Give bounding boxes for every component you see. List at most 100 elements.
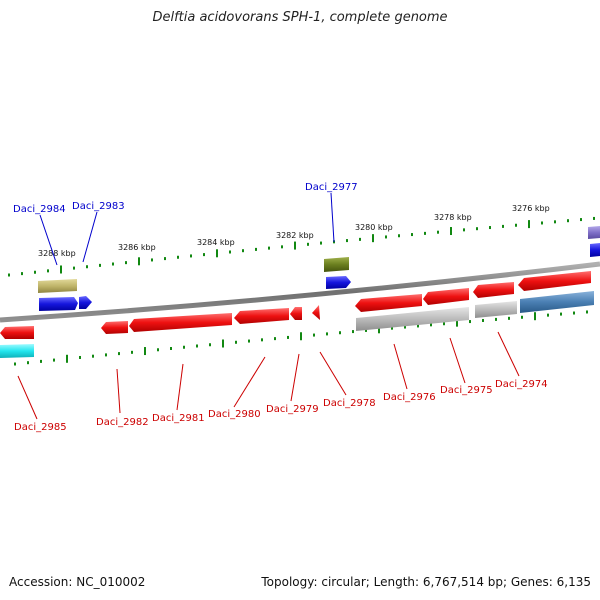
gene-daci-2982[interactable]: [101, 321, 128, 334]
gene-daci-2978[interactable]: [312, 305, 320, 320]
callout-daci-2980: [233, 356, 266, 408]
tick-top-10: [138, 257, 140, 266]
tick-top-24: [320, 241, 322, 245]
callout-daci-2981: [176, 363, 184, 411]
gene-daci-2974-b[interactable]: [518, 271, 591, 291]
callout-daci-2982: [116, 368, 121, 414]
tick-top-4: [60, 265, 62, 274]
label-daci-2978[interactable]: Daci_2978: [323, 398, 376, 409]
label-daci-2982[interactable]: Daci_2982: [96, 417, 149, 428]
tick-label-3282: 3282 kbp: [276, 231, 314, 240]
label-daci-2980[interactable]: Daci_2980: [208, 409, 261, 420]
gene-daci-2983-b[interactable]: [79, 296, 92, 309]
tick-top-31: [411, 233, 413, 237]
gene-daci-2976-grey[interactable]: [356, 307, 469, 331]
callout-daci-2983: [82, 211, 98, 263]
callout-daci-2985: [17, 375, 38, 420]
label-daci-2976[interactable]: Daci_2976: [383, 392, 436, 403]
tick-bottom-41: [547, 313, 549, 317]
label-daci-2981[interactable]: Daci_2981: [152, 413, 205, 424]
tick-top-18: [242, 249, 244, 253]
tick-top-13: [177, 255, 179, 259]
tick-labels: 3288 kbp 3286 kbp 3284 kbp 3282 kbp 3280…: [38, 204, 550, 258]
tick-bottom-9: [131, 350, 133, 354]
gene-daci-2976[interactable]: [355, 294, 422, 312]
tick-label-3284: 3284 kbp: [197, 238, 235, 247]
tick-label-3288: 3288 kbp: [38, 249, 76, 258]
tick-bottom-4: [66, 354, 68, 363]
tick-top-15: [203, 253, 205, 257]
tick-top-43: [567, 219, 569, 223]
tick-bottom-42: [560, 312, 562, 316]
tick-bottom-39: [521, 315, 523, 319]
tick-bottom-0: [14, 362, 16, 366]
tick-bottom-5: [79, 355, 81, 359]
tick-label-3286: 3286 kbp: [118, 243, 156, 252]
label-daci-2974[interactable]: Daci_2974: [495, 379, 548, 390]
label-daci-2975[interactable]: Daci_2975: [440, 385, 493, 396]
gene-daci-2979[interactable]: [290, 307, 302, 320]
tick-top-33: [437, 230, 439, 234]
tick-bottom-7: [105, 353, 107, 357]
tick-top-44: [580, 218, 582, 222]
tick-bottom-44: [586, 310, 588, 314]
tick-bottom-38: [508, 316, 510, 320]
callout-daci-2976: [393, 343, 408, 390]
tick-bottom-14: [196, 344, 198, 348]
tick-bottom-43: [573, 311, 575, 315]
tick-label-3280: 3280 kbp: [355, 223, 393, 232]
tick-top-23: [307, 242, 309, 246]
tick-top-19: [255, 247, 257, 251]
tick-top-30: [398, 234, 400, 238]
tick-bottom-31: [417, 324, 419, 328]
gene-daci-2977[interactable]: [326, 276, 351, 289]
tick-bottom-16: [222, 339, 224, 348]
gene-daci-2983-a[interactable]: [39, 297, 78, 311]
tick-top-37: [489, 226, 491, 230]
callout-lines: [17, 192, 520, 420]
gene-daci-2975[interactable]: [423, 288, 469, 305]
gene-daci-2981[interactable]: [129, 313, 232, 332]
tick-bottom-25: [339, 331, 341, 335]
label-daci-2977[interactable]: Daci_2977: [305, 182, 358, 193]
tick-top-14: [190, 254, 192, 258]
tick-bottom-18: [248, 339, 250, 343]
tick-row-top: [8, 216, 595, 277]
label-daci-2984[interactable]: Daci_2984: [13, 204, 66, 215]
label-daci-2983[interactable]: Daci_2983: [72, 201, 125, 212]
tick-top-39: [515, 223, 517, 227]
tick-top-5: [73, 266, 75, 270]
gene-daci-2974-a[interactable]: [473, 282, 514, 298]
gene-daci-2974-grey[interactable]: [475, 301, 517, 318]
tick-top-6: [86, 265, 88, 269]
tick-top-21: [281, 245, 283, 249]
tick-bottom-8: [118, 352, 120, 356]
tick-top-35: [463, 228, 465, 232]
label-daci-2985[interactable]: Daci_2985: [14, 422, 67, 433]
gene-daci-2980[interactable]: [234, 308, 289, 324]
tick-top-2: [34, 270, 36, 274]
gene-daci-2985[interactable]: [0, 326, 34, 339]
footer-accession: Accession: NC_010002: [9, 575, 146, 589]
tick-top-12: [164, 257, 166, 261]
gene-daci-2985-cyan[interactable]: [0, 344, 34, 358]
tick-top-17: [229, 250, 231, 254]
gene-blue-edge[interactable]: [590, 243, 600, 257]
tick-top-32: [424, 231, 426, 235]
gene-daci-2977-olive[interactable]: [324, 257, 349, 272]
gene-daci-2974-steel[interactable]: [520, 291, 594, 313]
tick-bottom-32: [430, 323, 432, 327]
gene-daci-2984[interactable]: [38, 279, 77, 293]
tick-top-28: [372, 234, 374, 243]
tick-bottom-40: [534, 312, 536, 321]
tick-bottom-24: [326, 332, 328, 336]
tick-top-0: [8, 273, 10, 277]
genome-backbone: [0, 261, 600, 323]
label-daci-2979[interactable]: Daci_2979: [266, 404, 319, 415]
tick-label-3276: 3276 kbp: [512, 204, 550, 213]
gene-purple-edge[interactable]: [588, 226, 600, 239]
tick-top-29: [385, 235, 387, 239]
tick-bottom-2: [40, 359, 42, 363]
tick-bottom-20: [274, 337, 276, 341]
